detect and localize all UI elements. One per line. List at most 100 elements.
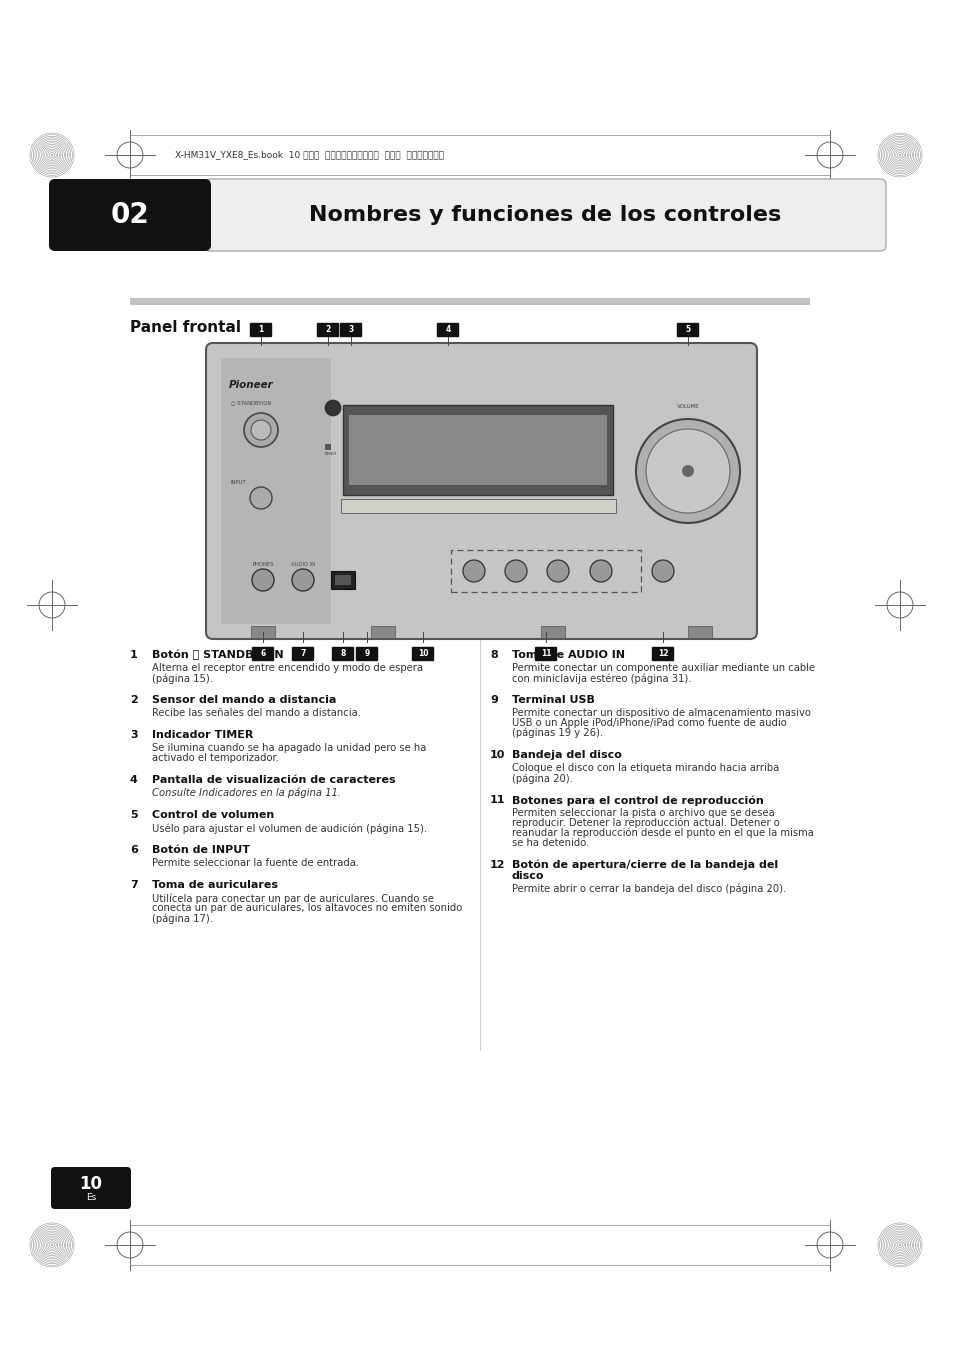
Text: conecta un par de auriculares, los altavoces no emiten sonido: conecta un par de auriculares, los altav… (152, 903, 462, 913)
Text: Botón ⏻ STANDBY/ON: Botón ⏻ STANDBY/ON (152, 649, 283, 660)
Circle shape (651, 560, 673, 582)
Text: Permiten seleccionar la pista o archivo que se desea: Permiten seleccionar la pista o archivo … (512, 809, 774, 818)
Text: 5: 5 (130, 810, 137, 819)
Bar (221, 358, 331, 624)
Bar (540, 626, 564, 639)
Text: 7: 7 (300, 649, 305, 657)
FancyBboxPatch shape (250, 323, 272, 338)
Text: 7: 7 (130, 880, 137, 890)
Text: (páginas 19 y 26).: (páginas 19 y 26). (512, 728, 602, 738)
Text: 8: 8 (340, 649, 345, 657)
Text: Toma de AUDIO IN: Toma de AUDIO IN (512, 649, 624, 660)
Text: 12: 12 (490, 860, 505, 869)
Text: Pantalla de visualización de caracteres: Pantalla de visualización de caracteres (152, 775, 395, 784)
Text: 10: 10 (490, 751, 505, 760)
Text: con miniclavija estéreo (página 31).: con miniclavija estéreo (página 31). (512, 674, 691, 683)
Text: X-HM31V_YXE8_Es.book  10 ページ  ２０１３年４月１７日  水曜日  午前９時４５分: X-HM31V_YXE8_Es.book 10 ページ ２０１３年４月１７日 水… (174, 150, 443, 159)
Bar (349, 414, 606, 485)
Text: 2: 2 (325, 325, 331, 333)
Text: 02: 02 (111, 201, 150, 230)
Text: 9: 9 (490, 695, 497, 705)
FancyBboxPatch shape (51, 1166, 131, 1210)
Text: Botones para el control de reproducción: Botones para el control de reproducción (512, 795, 763, 806)
Text: 10: 10 (79, 1174, 102, 1193)
Text: 9: 9 (364, 649, 369, 657)
Text: 3: 3 (130, 730, 137, 740)
Text: Utilícela para conectar un par de auriculares. Cuando se: Utilícela para conectar un par de auricu… (152, 892, 434, 903)
Text: Sensor del mando a distancia: Sensor del mando a distancia (152, 695, 336, 705)
FancyBboxPatch shape (651, 647, 674, 662)
Bar (331, 571, 355, 589)
FancyBboxPatch shape (206, 343, 757, 639)
Text: Permite abrir o cerrar la bandeja del disco (página 20).: Permite abrir o cerrar la bandeja del di… (512, 884, 785, 895)
Text: 1: 1 (130, 649, 137, 660)
Text: (página 17).: (página 17). (152, 913, 213, 923)
Text: (página 20).: (página 20). (512, 774, 572, 783)
FancyBboxPatch shape (316, 323, 339, 338)
Circle shape (462, 560, 484, 582)
Circle shape (636, 418, 740, 522)
Bar (343, 405, 613, 495)
FancyBboxPatch shape (355, 647, 377, 662)
Text: PHONES: PHONES (252, 562, 274, 567)
Text: INPUT: INPUT (231, 481, 247, 485)
Text: 4: 4 (130, 775, 138, 784)
Text: Bandeja del disco: Bandeja del disco (512, 751, 621, 760)
Text: Panel frontal: Panel frontal (130, 320, 241, 335)
Bar (451, 549, 640, 593)
Text: 2: 2 (130, 695, 137, 705)
Text: Nombres y funciones de los controles: Nombres y funciones de los controles (309, 205, 781, 225)
Text: se ha detenido.: se ha detenido. (512, 838, 589, 848)
Text: Botón de INPUT: Botón de INPUT (152, 845, 250, 855)
Bar (340, 500, 616, 513)
Text: TIMER: TIMER (323, 452, 336, 456)
Circle shape (250, 487, 272, 509)
Text: activado el temporizador.: activado el temporizador. (152, 753, 278, 763)
Text: 6: 6 (260, 649, 265, 657)
Bar (371, 626, 395, 639)
FancyBboxPatch shape (252, 647, 274, 662)
Text: 6: 6 (130, 845, 138, 855)
Text: Permite conectar un componente auxiliar mediante un cable: Permite conectar un componente auxiliar … (512, 663, 814, 674)
FancyBboxPatch shape (292, 647, 314, 662)
Text: USB o un Apple iPod/iPhone/iPad como fuente de audio: USB o un Apple iPod/iPhone/iPad como fue… (512, 718, 786, 728)
Text: 5: 5 (684, 325, 690, 333)
Text: Toma de auriculares: Toma de auriculares (152, 880, 277, 890)
Circle shape (252, 568, 274, 591)
Bar (325, 444, 331, 450)
Text: 8: 8 (490, 649, 497, 660)
Text: Se ilumina cuando se ha apagado la unidad pero se ha: Se ilumina cuando se ha apagado la unida… (152, 743, 426, 753)
Circle shape (244, 413, 277, 447)
Circle shape (251, 420, 271, 440)
Text: 10: 10 (417, 649, 428, 657)
Text: Permite seleccionar la fuente de entrada.: Permite seleccionar la fuente de entrada… (152, 859, 358, 868)
Circle shape (325, 400, 340, 416)
Text: disco: disco (512, 871, 544, 882)
Text: 3: 3 (348, 325, 354, 333)
Bar (251, 626, 274, 639)
FancyBboxPatch shape (676, 323, 699, 338)
Text: 1: 1 (258, 325, 263, 333)
Text: (página 15).: (página 15). (152, 674, 213, 683)
Text: Indicador TIMER: Indicador TIMER (152, 730, 253, 740)
Text: reanudar la reproducción desde el punto en el que la misma: reanudar la reproducción desde el punto … (512, 828, 813, 838)
Text: Botón de apertura/cierre de la bandeja del: Botón de apertura/cierre de la bandeja d… (512, 860, 778, 871)
Text: 11: 11 (540, 649, 551, 657)
Text: 4: 4 (445, 325, 450, 333)
Text: Control de volumen: Control de volumen (152, 810, 274, 819)
Text: VOLUME: VOLUME (676, 404, 699, 409)
Text: Recibe las señales del mando a distancia.: Recibe las señales del mando a distancia… (152, 707, 360, 718)
Text: Consulte Indicadores en la página 11.: Consulte Indicadores en la página 11. (152, 788, 340, 798)
Bar (687, 626, 711, 639)
Bar (335, 575, 351, 585)
Circle shape (292, 568, 314, 591)
Text: Permite conectar un dispositivo de almacenamiento masivo: Permite conectar un dispositivo de almac… (512, 707, 810, 718)
Circle shape (504, 560, 526, 582)
Text: reproducir. Detener la reproducción actual. Detener o: reproducir. Detener la reproducción actu… (512, 818, 779, 829)
Text: Es: Es (86, 1193, 96, 1203)
Circle shape (589, 560, 612, 582)
FancyBboxPatch shape (436, 323, 458, 338)
Text: ○ STANDBY/ON: ○ STANDBY/ON (231, 400, 271, 405)
FancyBboxPatch shape (49, 180, 211, 251)
Text: 11: 11 (490, 795, 505, 805)
